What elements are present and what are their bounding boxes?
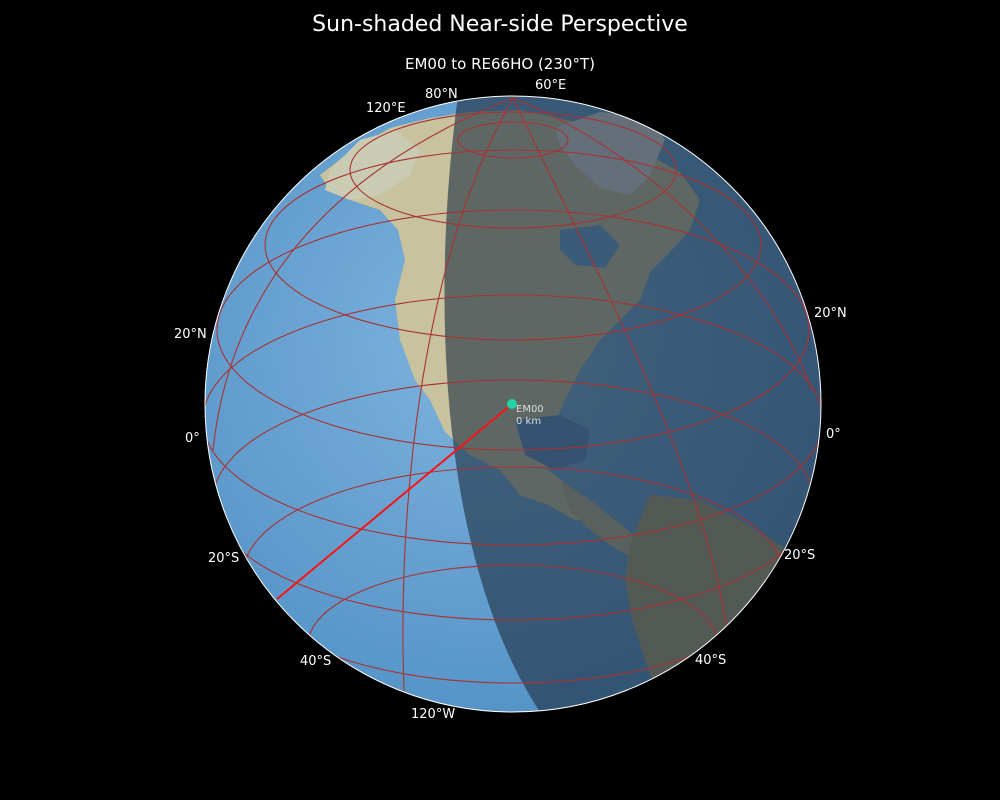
label-lat-20s-right: 20°S [784, 548, 815, 563]
label-lat-40s-left: 40°S [300, 654, 331, 669]
label-lon-60e: 60°E [535, 78, 566, 93]
label-lat-0-left: 0° [185, 431, 200, 446]
label-lon-120w: 120°W [411, 707, 455, 722]
label-lat-40s-right: 40°S [695, 653, 726, 668]
label-lat-20n-right: 20°N [814, 306, 847, 321]
great-circle-path [276, 403, 513, 600]
map-title: Sun-shaded Near-side Perspective [312, 12, 688, 37]
label-lon-120e: 120°E [366, 101, 406, 116]
label-lat-20n-left: 20°N [174, 327, 207, 342]
alaska-landmass [325, 130, 420, 200]
label-lat-0-right: 0° [826, 427, 841, 442]
label-lat-20s-left: 20°S [208, 551, 239, 566]
globe-outline [204, 95, 822, 713]
marker-name: EM00 [516, 404, 544, 415]
marker-distance: 0 km [516, 416, 541, 427]
em00-marker[interactable] [507, 399, 517, 409]
map-subtitle: EM00 to RE66HO (230°T) [405, 55, 595, 73]
label-lat-80n: 80°N [425, 87, 458, 102]
